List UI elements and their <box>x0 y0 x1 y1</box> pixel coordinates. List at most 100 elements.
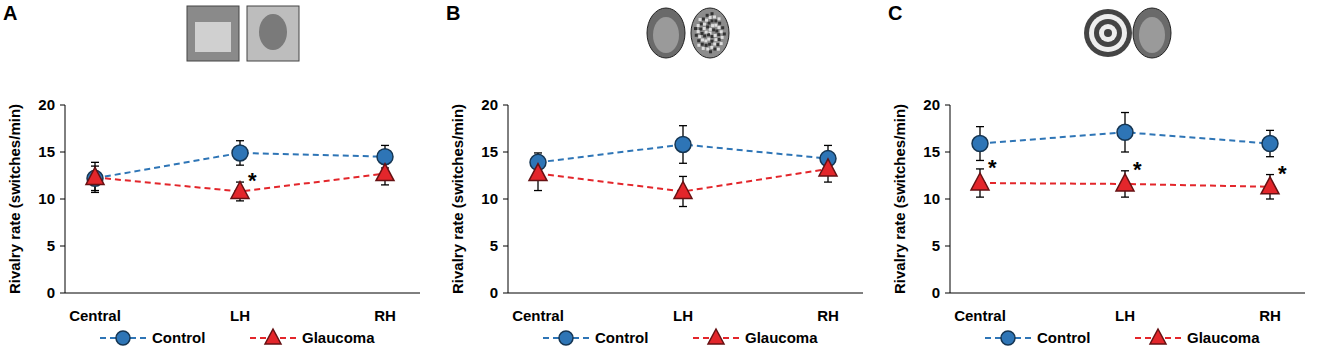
face-photo-icon <box>247 6 299 61</box>
panel-label: A <box>3 2 17 24</box>
plot-area <box>971 113 1279 199</box>
y-tick <box>945 152 950 153</box>
noise-dot <box>701 32 704 35</box>
y-tick <box>503 293 508 294</box>
y-tick-label: 10 <box>481 190 498 207</box>
error-bar-cap <box>1121 196 1129 197</box>
noise-dot <box>718 22 721 25</box>
y-tick-label: 0 <box>47 284 55 301</box>
noise-dot <box>711 24 714 27</box>
error-bar-cap <box>1266 198 1274 199</box>
marker <box>529 164 547 181</box>
x-tick-label: RH <box>817 307 839 324</box>
error-bar-cap <box>1266 156 1274 157</box>
marker <box>972 136 988 152</box>
y-tick-label: 20 <box>481 96 498 113</box>
noise-dot <box>711 12 714 15</box>
error-bar-cap <box>679 125 687 126</box>
face-icon <box>647 8 685 58</box>
noise-dot <box>710 40 713 43</box>
legend-marker <box>1001 331 1015 345</box>
noise-dot <box>715 30 718 33</box>
figure: ARivalry rate (switches/min)05101520Cent… <box>0 0 1325 353</box>
ring-icon <box>1089 14 1127 52</box>
noise-dot <box>700 22 703 25</box>
y-tick <box>60 152 65 153</box>
x-tick-label: RH <box>1259 307 1281 324</box>
noise-dot <box>695 34 698 37</box>
legend-marker <box>1150 329 1166 344</box>
error-bar-cap <box>976 196 984 197</box>
x-tick-label: LH <box>230 307 250 324</box>
noise-dot <box>714 34 717 37</box>
noise-dot <box>706 14 709 17</box>
x-tick-label: RH <box>374 307 396 324</box>
legend-marker <box>708 329 724 344</box>
x-axis <box>65 293 420 294</box>
panel: ARivalry rate (switches/min)05101520Cent… <box>3 2 420 346</box>
noise-dot <box>708 43 711 46</box>
x-tick-label: LH <box>1115 307 1135 324</box>
y-axis-label: Rivalry rate (switches/min) <box>891 104 908 294</box>
noise-icon <box>691 8 729 58</box>
legend: Control Glaucoma <box>543 329 818 346</box>
y-tick <box>503 246 508 247</box>
significance-mark: * <box>248 168 257 193</box>
y-tick <box>945 199 950 200</box>
x-tick-label: Central <box>69 307 121 324</box>
y-tick <box>60 199 65 200</box>
error-bar-cap <box>534 152 542 153</box>
face-icon-inner <box>653 17 679 53</box>
scene-icon-house <box>195 22 231 52</box>
panel-label: C <box>888 2 902 24</box>
noise-dot <box>703 27 706 30</box>
noise-dot <box>699 28 702 31</box>
legend-label: Glaucoma <box>745 329 818 346</box>
noise-dot <box>699 18 702 21</box>
panel: CRivalry rate (switches/min)05101520Cent… <box>888 2 1305 346</box>
marker <box>675 136 691 152</box>
noise-dot <box>697 24 700 27</box>
noise-dot <box>694 27 697 30</box>
legend-label: Control <box>595 329 648 346</box>
error-bar-cap <box>91 162 99 163</box>
error-bar-cap <box>381 145 389 146</box>
noise-dot <box>702 18 705 21</box>
error-bar-cap <box>679 176 687 177</box>
noise-dot <box>711 35 714 38</box>
noise-dot <box>720 30 723 33</box>
legend-label: Control <box>152 329 205 346</box>
ring-icon <box>1099 24 1117 42</box>
noise-dot <box>717 33 720 36</box>
error-bar-cap <box>236 200 244 201</box>
error-bar-cap <box>824 145 832 146</box>
noise-dot <box>705 44 708 47</box>
y-tick-label: 10 <box>38 190 55 207</box>
face-icon <box>1133 8 1171 58</box>
noise-dot <box>717 48 720 51</box>
error-bar-cap <box>1266 130 1274 131</box>
noise-dot <box>697 44 700 47</box>
legend-marker <box>265 329 281 344</box>
noise-dot <box>720 42 723 45</box>
y-tick-label: 15 <box>38 143 55 160</box>
error-bar-cap <box>976 168 984 169</box>
marker <box>1261 177 1279 194</box>
significance-mark: * <box>1278 161 1287 186</box>
noise-dot <box>705 19 708 22</box>
noise-dot <box>718 17 721 20</box>
marker <box>674 181 692 198</box>
y-tick <box>503 152 508 153</box>
significance-mark: * <box>988 155 997 180</box>
noise-dot <box>721 26 724 29</box>
noise-dot <box>704 39 707 42</box>
legend-label: Control <box>1037 329 1090 346</box>
y-tick <box>60 293 65 294</box>
error-bar-cap <box>976 160 984 161</box>
x-tick-label: LH <box>673 307 693 324</box>
noise-dot <box>709 28 712 31</box>
x-tick-label: Central <box>954 307 1006 324</box>
y-tick <box>945 246 950 247</box>
y-tick <box>945 293 950 294</box>
y-tick-label: 15 <box>481 143 498 160</box>
